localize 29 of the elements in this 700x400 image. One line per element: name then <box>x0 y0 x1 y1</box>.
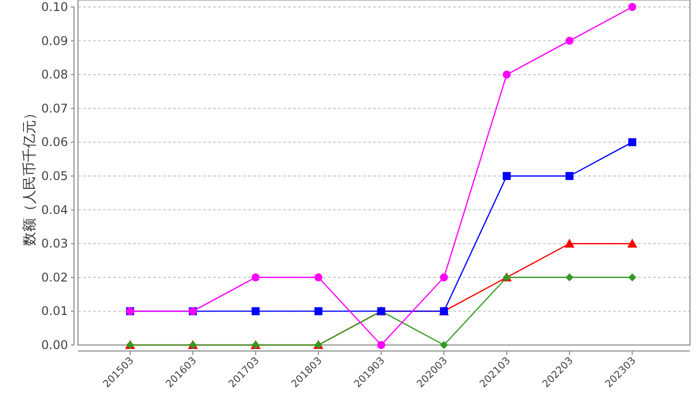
y-tick-label: 0.02 <box>41 270 68 284</box>
y-tick-label: 0.10 <box>41 0 68 14</box>
point <box>565 36 574 45</box>
y-axis-title: 数额（人民币千亿元） <box>22 106 38 246</box>
point <box>502 70 511 79</box>
y-tick-label: 0.08 <box>41 68 68 82</box>
point <box>628 138 636 146</box>
point <box>627 238 638 248</box>
y-tick-label: 0.03 <box>41 236 68 251</box>
y-tick-label: 0.06 <box>41 135 68 150</box>
y-tick-label: 0.00 <box>41 338 68 352</box>
point <box>440 341 448 349</box>
point <box>252 273 260 282</box>
point <box>628 273 636 282</box>
point <box>565 172 574 180</box>
y-tick-label: 0.04 <box>41 202 68 217</box>
y-tick-label: 0.07 <box>41 101 68 116</box>
point <box>628 3 636 11</box>
point <box>502 172 511 180</box>
point <box>314 307 322 316</box>
point <box>564 238 574 248</box>
y-tick-label: 0.01 <box>41 304 68 318</box>
point <box>314 273 322 282</box>
point <box>252 307 260 316</box>
point <box>565 273 574 282</box>
point <box>377 341 386 349</box>
y-tick-label: 0.05 <box>41 169 68 183</box>
point <box>440 273 448 282</box>
y-tick-label: 0.09 <box>41 34 68 48</box>
